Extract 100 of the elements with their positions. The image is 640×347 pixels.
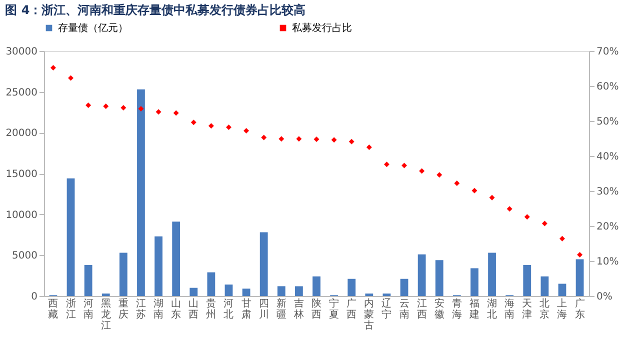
x-tick-label: 内蒙古 bbox=[364, 298, 374, 332]
x-tick-label: 吉林 bbox=[292, 298, 304, 320]
bar bbox=[277, 286, 286, 296]
y-tick-label: 25000 bbox=[6, 87, 38, 98]
point bbox=[138, 106, 144, 112]
x-tick-label: 天津 bbox=[522, 298, 532, 320]
point bbox=[384, 162, 390, 168]
x-tick-label: 山西 bbox=[188, 298, 199, 320]
bar bbox=[137, 89, 145, 296]
x-tick-label: 广东 bbox=[574, 298, 585, 320]
point bbox=[348, 138, 354, 144]
bar bbox=[84, 264, 92, 296]
point bbox=[103, 104, 109, 110]
y-tick-label: 30000 bbox=[6, 46, 38, 58]
point bbox=[226, 124, 232, 130]
y2-tick-label: 50% bbox=[596, 116, 619, 128]
bar bbox=[154, 236, 162, 296]
bar bbox=[119, 252, 128, 296]
x-tick-label: 河南 bbox=[83, 298, 94, 320]
bar bbox=[418, 254, 426, 296]
y-tick-label: 15000 bbox=[6, 169, 38, 180]
point bbox=[559, 236, 565, 242]
point bbox=[68, 75, 74, 81]
x-tick-label: 新疆 bbox=[276, 298, 286, 320]
legend-label: 存量债（亿元） bbox=[58, 22, 128, 34]
y2-tick-label: 30% bbox=[596, 186, 619, 198]
point bbox=[454, 180, 460, 186]
point bbox=[261, 134, 267, 140]
y-tick-label: 20000 bbox=[6, 128, 38, 140]
point bbox=[50, 65, 56, 71]
point bbox=[419, 168, 425, 174]
bar bbox=[540, 276, 549, 296]
bar bbox=[558, 284, 566, 296]
x-tick-label: 山东 bbox=[171, 298, 182, 320]
point bbox=[278, 136, 284, 142]
bar bbox=[295, 286, 303, 296]
point bbox=[190, 120, 196, 126]
x-tick-label: 江苏 bbox=[136, 298, 146, 320]
point bbox=[296, 136, 302, 142]
bar bbox=[312, 276, 320, 296]
y-tick-label: 0 bbox=[31, 292, 38, 302]
bar bbox=[224, 284, 233, 296]
point bbox=[120, 104, 126, 110]
bar bbox=[242, 288, 250, 296]
bar bbox=[523, 264, 532, 296]
bar bbox=[400, 278, 408, 296]
chart-title: 图 4：浙江、河南和重庆存量债中私募发行债券占比较高 bbox=[5, 3, 306, 17]
x-tick-label: 上海 bbox=[557, 298, 568, 320]
bar bbox=[470, 268, 478, 296]
x-tick-label: 四川 bbox=[258, 298, 269, 320]
y2-tick-label: 0% bbox=[596, 292, 612, 302]
x-tick-label: 河北 bbox=[224, 298, 234, 320]
y-tick-label: 5000 bbox=[12, 250, 38, 262]
point bbox=[156, 109, 162, 115]
x-tick-label: 辽宁 bbox=[382, 298, 392, 320]
x-tick-label: 宁夏 bbox=[329, 298, 340, 320]
legend-label: 私募发行占比 bbox=[292, 22, 352, 34]
point bbox=[244, 128, 250, 134]
point bbox=[506, 206, 512, 212]
x-tick-label: 陕西 bbox=[312, 298, 322, 320]
point bbox=[331, 137, 337, 143]
y2-tick-label: 70% bbox=[596, 46, 619, 58]
point bbox=[314, 136, 320, 142]
bar bbox=[260, 232, 268, 296]
point bbox=[208, 123, 214, 129]
bar bbox=[348, 278, 356, 296]
x-tick-label: 浙江 bbox=[66, 298, 76, 320]
x-tick-label: 甘肃 bbox=[241, 298, 252, 320]
point bbox=[436, 172, 442, 178]
x-tick-label: 湖南 bbox=[154, 298, 164, 320]
x-tick-label: 云南 bbox=[399, 298, 410, 320]
bar bbox=[190, 288, 198, 296]
x-tick-label: 北京 bbox=[540, 298, 550, 320]
bar bbox=[172, 222, 180, 296]
y2-tick-label: 60% bbox=[596, 82, 619, 92]
point bbox=[542, 220, 548, 226]
x-tick-label: 贵州 bbox=[206, 298, 216, 320]
x-tick-label: 湖北 bbox=[487, 298, 498, 320]
bar bbox=[488, 252, 496, 296]
bar bbox=[576, 259, 584, 296]
x-tick-label: 海南 bbox=[504, 298, 515, 320]
bar bbox=[207, 272, 216, 296]
point bbox=[489, 194, 495, 200]
x-tick-label: 安徽 bbox=[434, 298, 444, 320]
x-tick-label: 西藏 bbox=[48, 298, 58, 320]
y2-tick-label: 10% bbox=[596, 256, 619, 268]
point bbox=[402, 162, 407, 168]
y2-tick-label: 20% bbox=[596, 222, 619, 232]
x-tick-label: 黑龙江 bbox=[100, 298, 111, 332]
point bbox=[86, 102, 92, 108]
x-tick-label: 青海 bbox=[452, 298, 462, 320]
x-tick-label: 福建 bbox=[468, 298, 480, 320]
x-tick-label: 江西 bbox=[416, 298, 427, 320]
bar bbox=[435, 260, 444, 296]
x-tick-label: 广西 bbox=[346, 298, 357, 320]
bar bbox=[66, 178, 75, 296]
y2-tick-label: 40% bbox=[596, 152, 619, 162]
point bbox=[524, 214, 530, 220]
point bbox=[472, 188, 478, 194]
x-tick-label: 重庆 bbox=[118, 298, 128, 320]
